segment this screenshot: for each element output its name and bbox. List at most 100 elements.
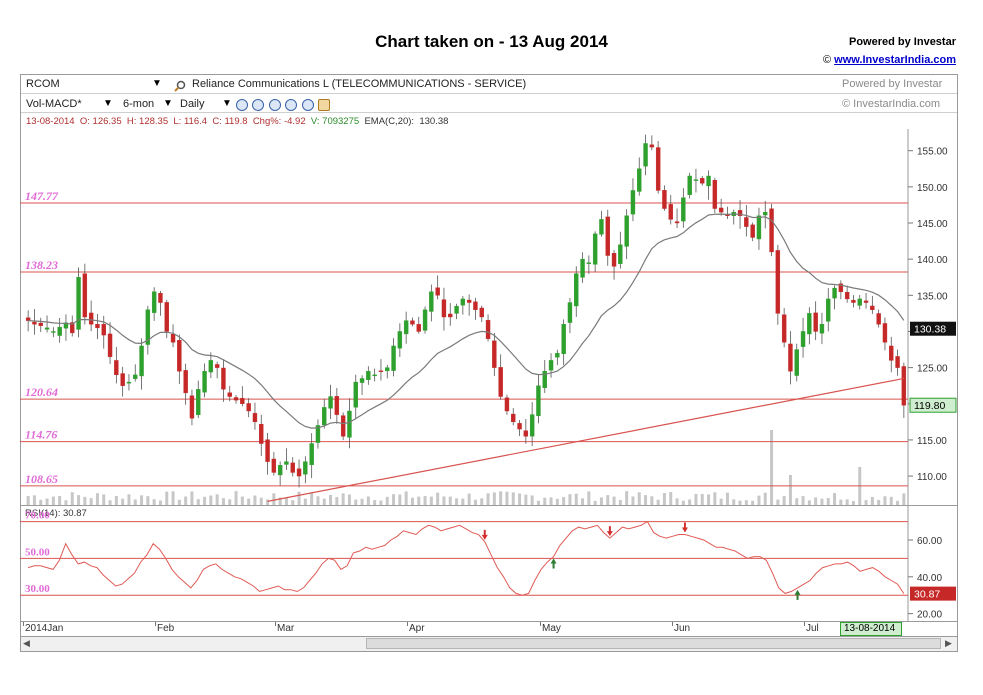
x-tick-label: Apr — [409, 623, 425, 634]
zoom-in-icon[interactable] — [236, 99, 248, 111]
candle-body — [548, 360, 554, 371]
level-label: 147.77 — [25, 189, 59, 203]
zoom-reset-icon[interactable] — [285, 99, 298, 111]
interval-dropdown-arrow-icon[interactable]: ▼ — [222, 98, 232, 109]
candle-body — [240, 397, 245, 404]
symbol-value: RCOM — [26, 78, 60, 90]
candle-body — [347, 410, 352, 438]
volume-bar — [681, 500, 685, 505]
volume-bar — [587, 491, 591, 505]
volume-bar — [429, 496, 433, 505]
candle-body — [599, 219, 604, 235]
candle-body — [221, 367, 226, 390]
volume-bar — [473, 499, 477, 505]
volume-bar — [650, 496, 654, 505]
scroll-left-icon[interactable]: ◀ — [23, 638, 30, 648]
zoom-out-icon[interactable] — [252, 99, 265, 111]
symbol-dropdown-arrow-icon[interactable]: ▼ — [152, 78, 162, 89]
volume-bar — [58, 495, 62, 505]
volume-bar — [606, 495, 610, 505]
candle-body — [460, 298, 466, 306]
candle-body — [889, 345, 894, 361]
rsi-tick-label: 20.00 — [917, 610, 942, 621]
candle-body — [744, 217, 749, 227]
candle-body — [624, 215, 629, 247]
volume-bar — [896, 500, 900, 505]
volume-bar — [171, 491, 175, 505]
candle-body — [618, 244, 623, 264]
rsi-tick-label: 40.00 — [917, 573, 942, 584]
volume-bar — [442, 496, 446, 505]
volume-bar — [618, 500, 622, 505]
indicator-dropdown-arrow-icon[interactable]: ▼ — [103, 98, 113, 109]
period-dropdown-arrow-icon[interactable]: ▼ — [163, 98, 173, 109]
candle-body — [819, 324, 825, 334]
candle-body — [586, 262, 592, 264]
scroll-right-icon[interactable]: ▶ — [945, 638, 952, 648]
volume-bar — [625, 491, 629, 505]
volume-bar — [366, 496, 370, 505]
scroll-thumb[interactable] — [366, 638, 941, 649]
candle-body — [870, 305, 875, 310]
x-tick-mark — [672, 622, 673, 626]
candle-body — [800, 331, 806, 347]
volume-bar — [568, 494, 572, 505]
info-low: L: 116.4 — [173, 116, 208, 127]
volume-bar — [335, 496, 339, 505]
candle-body — [202, 371, 207, 393]
volume-bar — [612, 496, 616, 505]
x-tick-label: Jun — [674, 623, 691, 634]
site-link[interactable]: www.InvestarIndia.com — [834, 54, 956, 66]
horizontal-scrollbar[interactable]: ◀ ▶ — [21, 637, 957, 651]
volume-bar — [303, 498, 307, 505]
volume-bar — [360, 498, 364, 505]
candle-body — [429, 291, 434, 312]
candle-body — [70, 322, 75, 334]
candle-body — [523, 430, 529, 437]
candle-body — [441, 299, 447, 318]
candle-body — [170, 334, 176, 343]
candle-body — [208, 360, 214, 373]
interval-select[interactable]: Daily — [180, 98, 205, 110]
candle-body — [674, 221, 680, 224]
volume-bar — [637, 492, 641, 505]
volume-bar — [467, 493, 471, 505]
chart-frame — [20, 74, 958, 652]
candle-body — [876, 313, 881, 325]
x-tick-label: Mar — [277, 623, 295, 634]
candle-body — [51, 331, 56, 333]
candle-body — [353, 381, 358, 408]
candle-body — [794, 349, 799, 376]
volume-bar — [751, 500, 755, 505]
close-value-tag — [909, 397, 957, 413]
search-icon[interactable] — [174, 79, 186, 92]
info-close: C: 119.8 — [212, 116, 248, 127]
candle-body — [422, 309, 428, 331]
candle-body — [277, 465, 283, 476]
x-tick-mark — [275, 622, 276, 626]
volume-bar — [505, 491, 509, 505]
price-chart[interactable]: 110.00115.00120.00125.00130.00135.00140.… — [20, 129, 958, 505]
volume-bar — [436, 492, 440, 505]
settings-icon[interactable] — [318, 99, 331, 111]
candle-body — [807, 313, 812, 335]
candle-body — [851, 299, 856, 303]
candle-body — [775, 250, 781, 314]
zoom-fit-icon[interactable] — [268, 99, 281, 111]
info-bar: 13-08-2014 O: 126.35 H: 128.35 L: 116.4 … — [26, 116, 448, 127]
volume-bar — [190, 491, 194, 505]
period-select[interactable]: 6-mon — [123, 98, 155, 110]
candle-body — [391, 345, 396, 371]
indicator-select[interactable]: Vol-MACD* — [26, 98, 82, 110]
candle-body — [183, 370, 188, 394]
symbol-select[interactable]: RCOM — [26, 78, 60, 90]
candle-body — [542, 371, 547, 389]
y-tick-label: 110.00 — [917, 472, 947, 483]
candle-body — [114, 360, 119, 376]
volume-bar — [555, 498, 559, 505]
zoom-range-icon[interactable] — [301, 99, 314, 111]
candle-body — [668, 204, 673, 220]
candle-body — [435, 287, 440, 296]
volume-bar — [782, 496, 786, 505]
